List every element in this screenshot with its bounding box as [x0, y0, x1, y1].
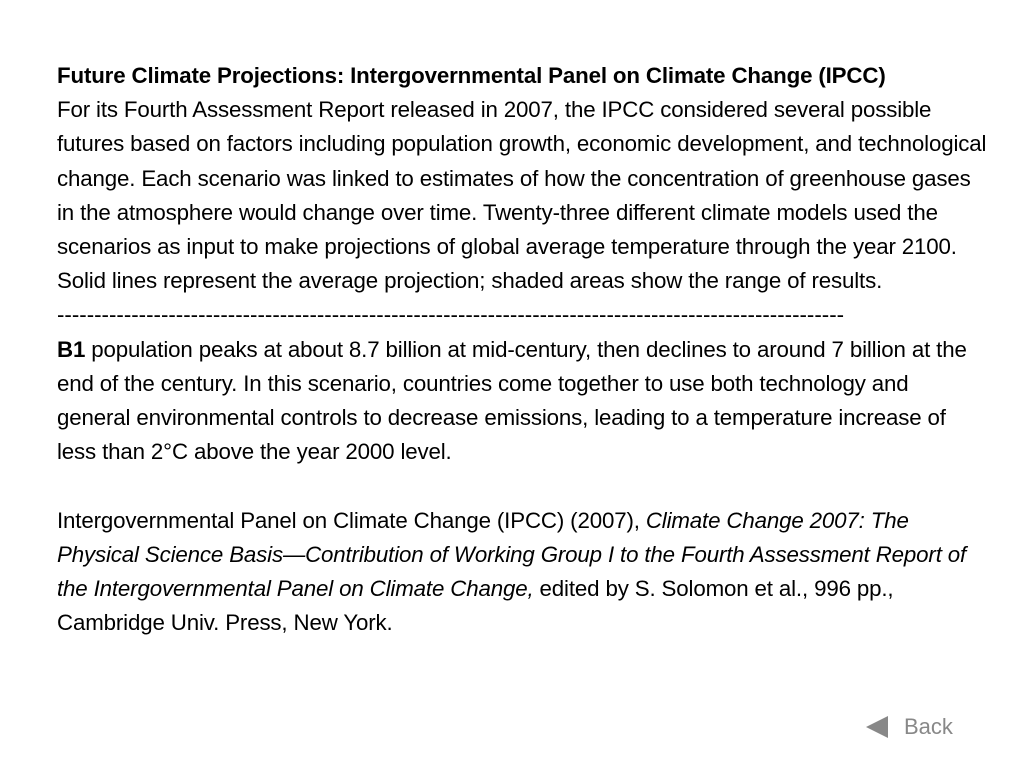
scenario-text: population peaks at about 8.7 billion at…: [57, 336, 967, 465]
back-label: Back: [904, 714, 953, 739]
slide-content: Future Climate Projections: Intergovernm…: [57, 59, 987, 640]
citation-title: Climate Change 2007: The Physical Scienc…: [57, 507, 967, 602]
scenario-label: B1: [57, 336, 86, 362]
left-triangle-icon: [866, 716, 888, 738]
divider-line: ----------------------------------------…: [57, 302, 845, 328]
citation-paragraph: Intergovernmental Panel on Climate Chang…: [57, 504, 987, 641]
citation-suffix: edited by S. Solomon et al., 996 pp., Ca…: [57, 576, 894, 636]
page-title: Future Climate Projections: Intergovernm…: [57, 63, 886, 88]
spacer: [57, 469, 987, 503]
back-button[interactable]: Back: [866, 714, 953, 740]
citation-prefix: Intergovernmental Panel on Climate Chang…: [57, 507, 646, 533]
intro-paragraph: For its Fourth Assessment Report release…: [57, 97, 987, 294]
scenario-paragraph: B1 population peaks at about 8.7 billion…: [57, 333, 987, 470]
